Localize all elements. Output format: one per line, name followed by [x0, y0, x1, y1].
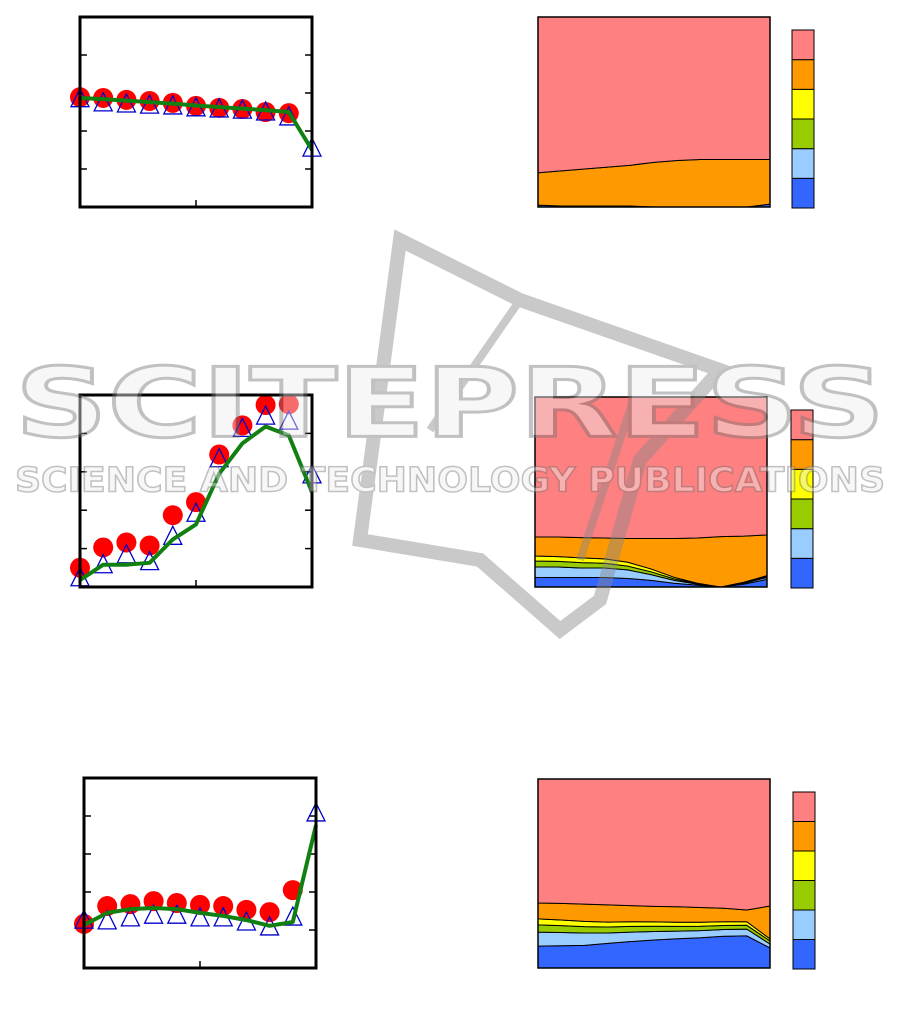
legend-swatch [792, 850, 816, 881]
circle-marker [232, 415, 253, 436]
watermark: SCITEPRESS SCIENCE AND TECHNOLOGY PUBLIC… [14, 229, 887, 640]
triangle-marker [116, 92, 137, 113]
circle-marker [143, 891, 164, 912]
legend-swatch [792, 821, 816, 852]
triangle-marker [278, 409, 299, 430]
circle-marker [236, 899, 257, 920]
chart [534, 396, 814, 589]
plot-frame [78, 15, 314, 209]
circle-marker [190, 894, 210, 915]
plot-frame [78, 393, 314, 589]
triangle-marker [189, 906, 211, 927]
triangle-marker [255, 404, 276, 425]
legend-swatch [790, 528, 814, 559]
area-layer [537, 16, 771, 174]
watermark-subtitle: SCIENCE AND TECHNOLOGY PUBLICATIONS [15, 461, 885, 501]
legend-swatch [790, 557, 814, 589]
plot-frame [82, 776, 318, 970]
legend-swatch [792, 909, 816, 940]
triangle-marker [166, 903, 187, 924]
chart [537, 778, 816, 970]
legend-swatch [791, 29, 815, 61]
legend-swatch [791, 118, 815, 150]
triangle-marker [120, 906, 141, 927]
legend-swatch [792, 791, 816, 822]
triangle-marker [282, 905, 303, 926]
circle-marker [278, 394, 299, 415]
plot-frame [534, 396, 768, 588]
legend-swatch [792, 880, 816, 911]
watermark-logo [352, 229, 733, 640]
series-line [79, 95, 314, 152]
circle-marker [139, 535, 160, 556]
triangle-marker [93, 91, 114, 112]
chart [73, 776, 327, 970]
chart [69, 15, 323, 209]
series-line [83, 824, 318, 928]
legend-swatch [790, 409, 814, 441]
triangle-marker [209, 447, 230, 468]
circle-marker [259, 902, 280, 923]
triangle-marker [232, 416, 253, 438]
legend-swatch [791, 177, 815, 209]
legend-swatch [791, 59, 815, 90]
triangle-marker [97, 909, 118, 930]
legend-swatch [791, 88, 815, 120]
charts [69, 15, 816, 970]
watermark-logo [426, 297, 644, 562]
watermark-title: SCITEPRESS [15, 347, 885, 459]
area-layer [537, 778, 771, 911]
circle-marker [93, 537, 114, 558]
plot-frame [537, 16, 771, 208]
plot-frame [537, 778, 771, 969]
circle-marker [213, 896, 234, 917]
triangle-marker [143, 903, 164, 924]
series-line [78, 424, 314, 582]
legend-swatch [791, 148, 815, 179]
legend-swatch [792, 939, 816, 970]
legend-swatch [790, 498, 814, 530]
chart [69, 393, 323, 589]
circle-marker [116, 532, 137, 553]
circle-marker [162, 505, 183, 526]
chart [537, 16, 815, 209]
